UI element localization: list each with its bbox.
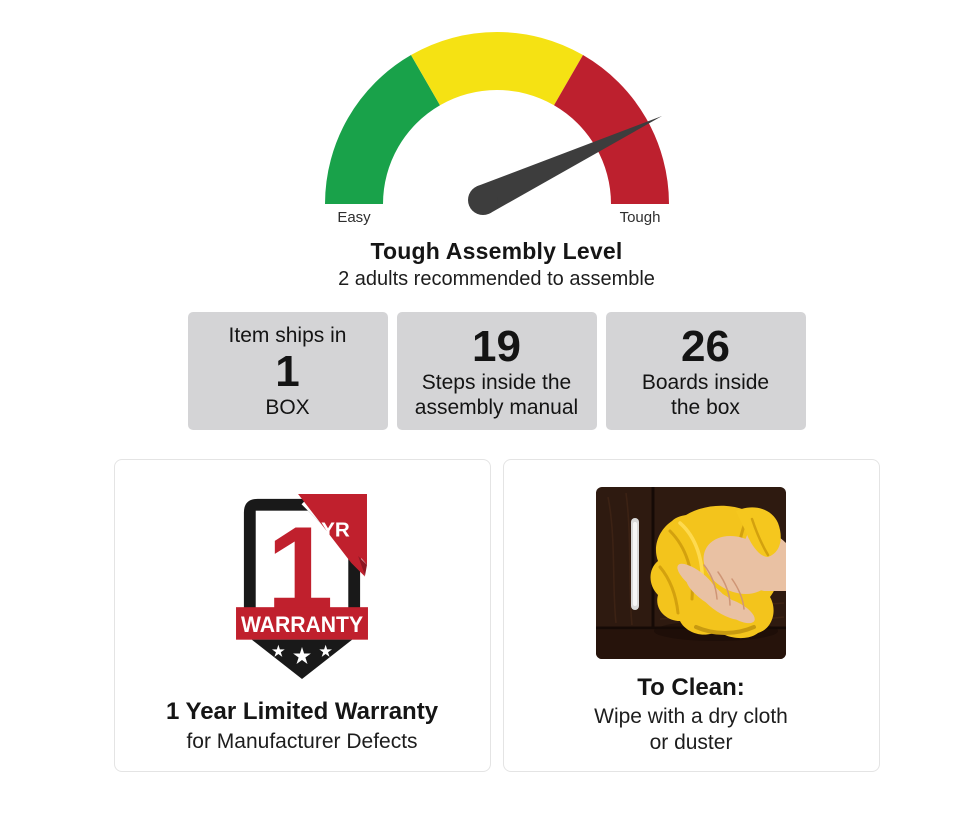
badge-yr-label: YR [321, 518, 350, 541]
assembly-level-section: Easy Tough Tough Assembly Level 2 adults… [11, 0, 971, 291]
box-label: BOX [265, 395, 310, 419]
steps-label-line2: assembly manual [414, 395, 579, 419]
assembly-difficulty-gauge-icon: Easy Tough [324, 31, 669, 226]
steps-label-line1: Steps inside the [421, 370, 572, 394]
boards-label-line1: Boards inside [641, 370, 770, 394]
clean-instruction-line2: or duster [649, 731, 733, 754]
boards-count: 26 [681, 321, 730, 371]
badge-banner-label: WARRANTY [241, 612, 363, 637]
assembly-level-title: Tough Assembly Level [370, 238, 623, 264]
badge-corner-ribbon [298, 493, 367, 577]
gauge-arc-green [324, 55, 440, 204]
shipping-info-row: Item ships in 1 BOX 19 Steps inside the … [11, 312, 971, 430]
clean-title: To Clean: [637, 674, 745, 701]
ships-in-box: Item ships in 1 BOX [187, 312, 388, 430]
ships-in-label: Item ships in [228, 323, 347, 347]
gauge-label-easy: Easy [337, 209, 371, 226]
cleaning-photo [596, 487, 786, 659]
warranty-badge-icon: 1 YR WARRANTY [236, 493, 368, 680]
cleaning-card: To Clean: Wipe with a dry cloth or duste… [502, 459, 880, 772]
warranty-title: 1 Year Limited Warranty [165, 698, 439, 725]
gauge-arc-yellow [410, 31, 583, 106]
badge-banner [236, 607, 368, 640]
steps-count: 19 [472, 321, 521, 371]
warranty-card: 1 YR WARRANTY 1 Year Limited Warranty fo… [113, 459, 491, 772]
warranty-subtitle: for Manufacturer Defects [186, 730, 418, 753]
gauge-needle-icon [467, 116, 662, 215]
steps-box: 19 Steps inside the assembly manual [396, 312, 597, 430]
boards-label-line2: the box [671, 395, 740, 419]
box-count: 1 [275, 346, 300, 396]
gauge-arc-red [553, 55, 669, 204]
assembly-level-subtitle: 2 adults recommended to assemble [338, 268, 655, 290]
boards-box: 26 Boards inside the box [605, 312, 806, 430]
cloth-fold [736, 507, 781, 557]
clean-instruction-line1: Wipe with a dry cloth [594, 705, 788, 728]
details-cards-row: 1 YR WARRANTY 1 Year Limited Warranty fo… [11, 459, 971, 772]
cabinet-handle [631, 518, 639, 610]
product-infographic: Easy Tough Tough Assembly Level 2 adults… [11, 0, 971, 772]
gauge-label-tough: Tough [619, 209, 660, 226]
